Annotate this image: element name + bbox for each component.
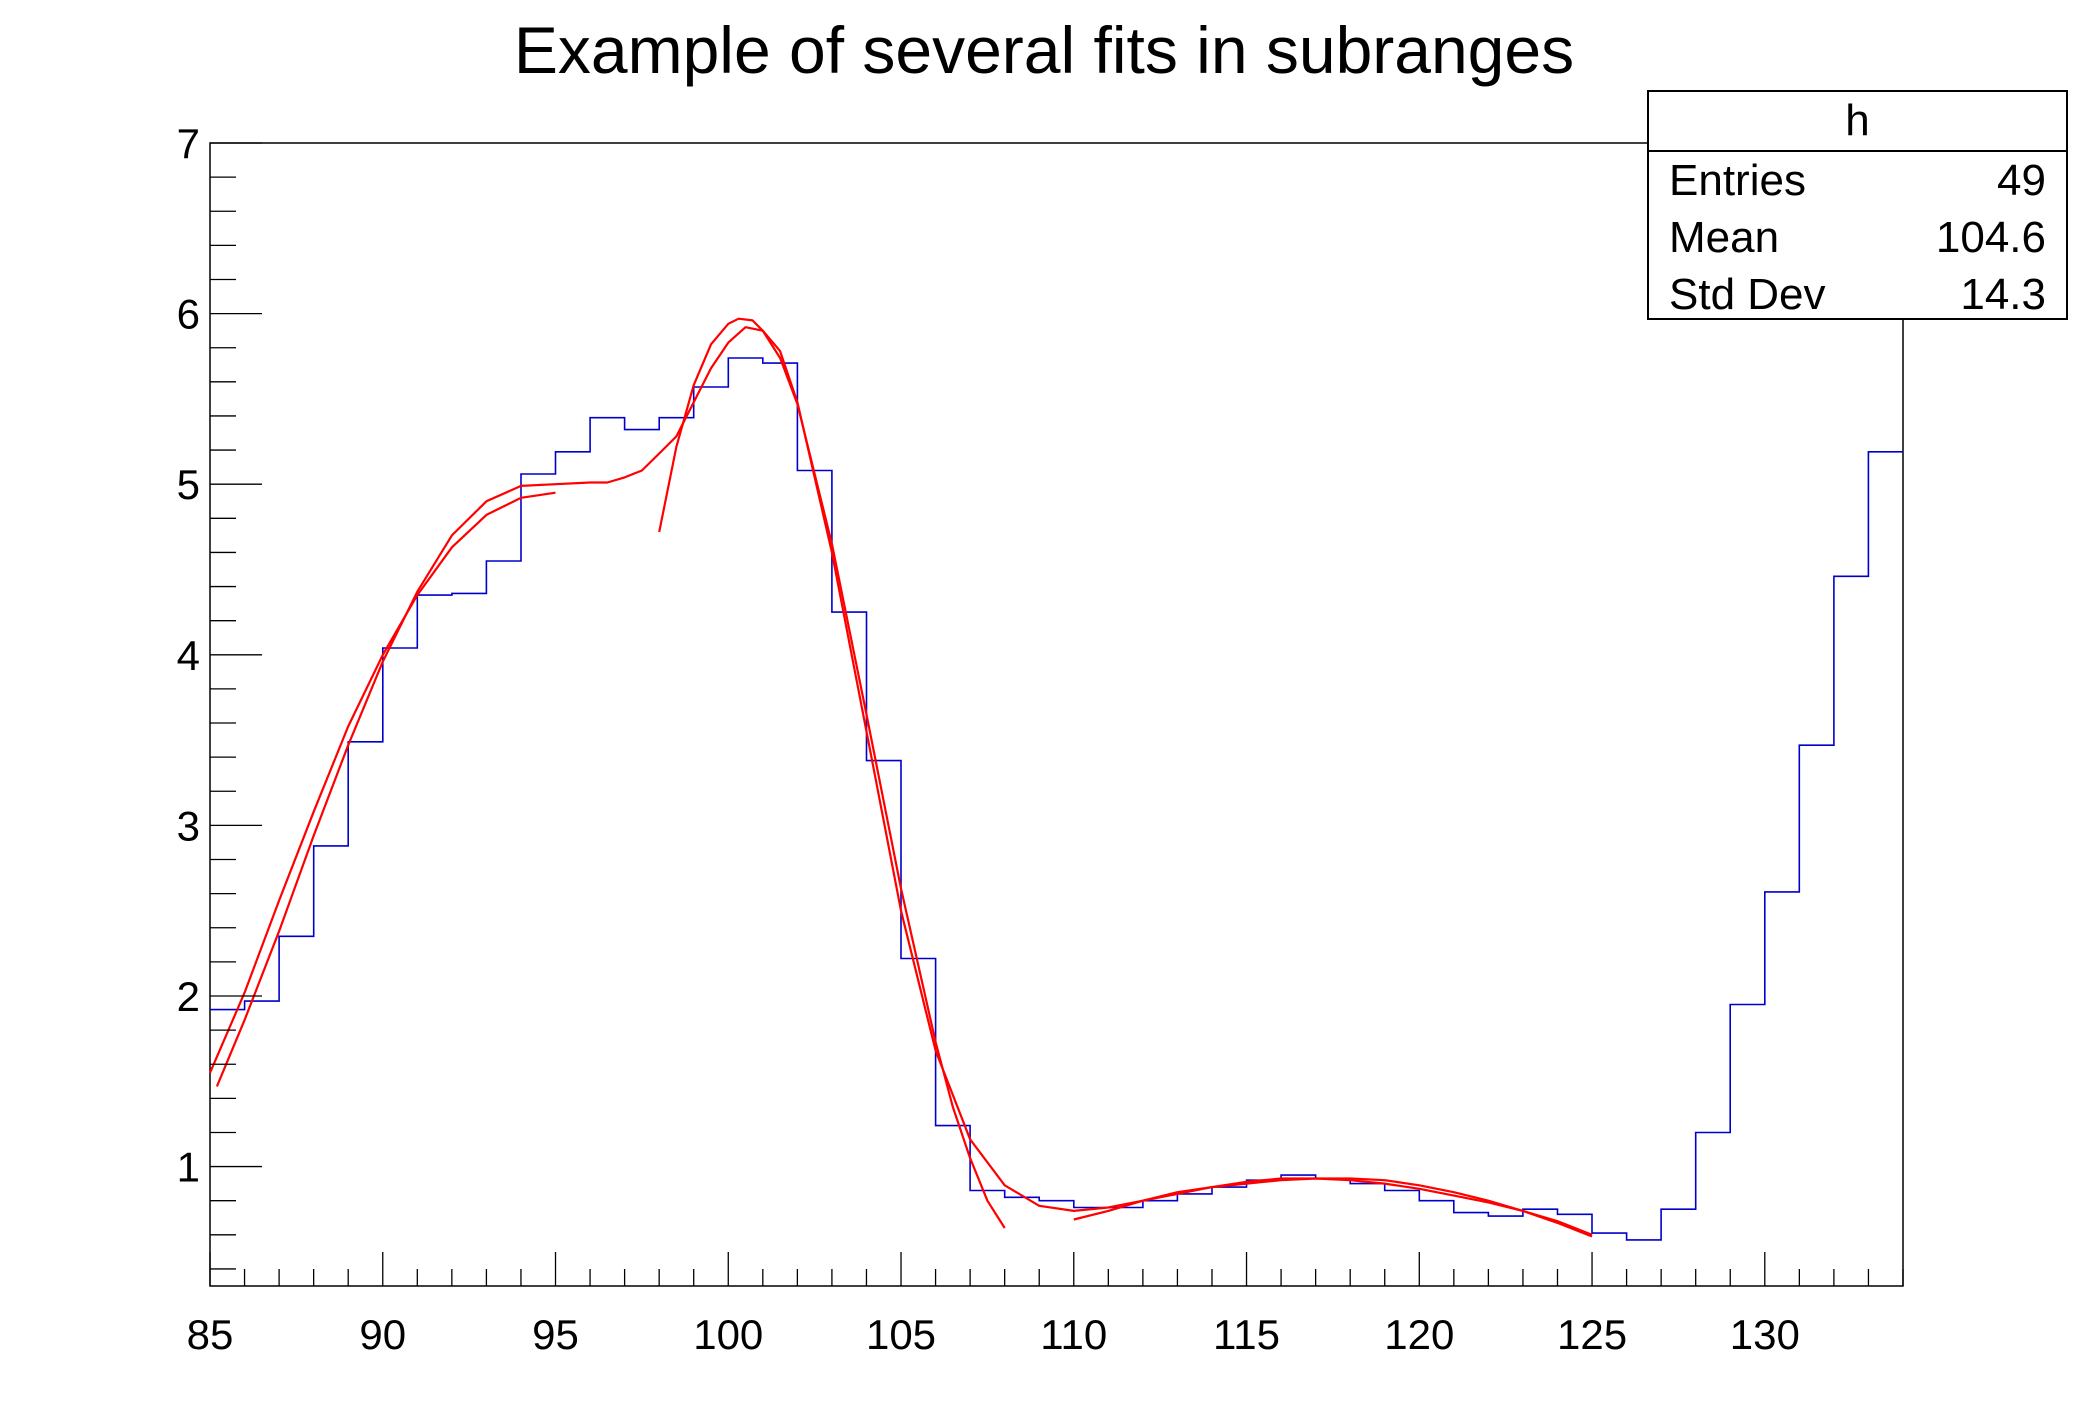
y-tick-label: 4 bbox=[177, 632, 200, 679]
y-tick-label: 7 bbox=[177, 120, 200, 167]
fit-curves bbox=[208, 317, 1593, 1238]
x-tick-label: 90 bbox=[359, 1311, 406, 1358]
y-tick-label: 1 bbox=[177, 1144, 200, 1191]
fit-curve-1 bbox=[208, 491, 556, 1074]
stats-value: 14.3 bbox=[1960, 270, 2046, 319]
stats-value: 104.6 bbox=[1935, 213, 2046, 262]
fit-curve-3 bbox=[658, 317, 1006, 1229]
x-tick-label: 105 bbox=[866, 1311, 936, 1358]
stats-value: 49 bbox=[1997, 156, 2046, 205]
x-tick-label: 85 bbox=[187, 1311, 234, 1358]
x-tick-label: 95 bbox=[532, 1311, 579, 1358]
stats-box: h Entries 49 Mean 104.6 Std Dev 14.3 bbox=[1647, 90, 2068, 320]
histogram bbox=[210, 357, 1903, 1241]
y-tick-label: 6 bbox=[177, 291, 200, 338]
y-tick-label: 5 bbox=[177, 461, 200, 508]
stats-label: Entries bbox=[1669, 156, 1806, 205]
stats-label: Std Dev bbox=[1669, 270, 1826, 319]
x-tick-label: 125 bbox=[1557, 1311, 1627, 1358]
axes: 85 90 95 100 105 110 115 120 125 130 1 2 3 4 5 6 7 bbox=[177, 120, 1904, 1358]
x-tick-label: 120 bbox=[1384, 1311, 1454, 1358]
fit-curve-2 bbox=[215, 326, 1593, 1238]
stats-histogram-name: h bbox=[1649, 92, 2066, 152]
x-tick-label: 110 bbox=[1040, 1311, 1107, 1358]
y-tick-label: 2 bbox=[177, 973, 200, 1020]
fit-curve-4 bbox=[1073, 1177, 1593, 1236]
x-tick-label: 130 bbox=[1730, 1311, 1800, 1358]
stats-row-entries: Entries 49 bbox=[1649, 152, 2066, 209]
x-tick-label: 115 bbox=[1213, 1311, 1280, 1358]
stats-label: Mean bbox=[1669, 213, 1780, 262]
plot-frame bbox=[209, 142, 1904, 1287]
chart-title: Example of several fits in subranges bbox=[513, 13, 1575, 87]
stats-row-mean: Mean 104.6 bbox=[1649, 209, 2066, 266]
histogram-outline bbox=[210, 357, 1903, 1241]
stats-row-stddev: Std Dev 14.3 bbox=[1649, 266, 2066, 323]
y-tick-label: 3 bbox=[177, 802, 200, 849]
x-tick-label: 100 bbox=[693, 1311, 763, 1358]
